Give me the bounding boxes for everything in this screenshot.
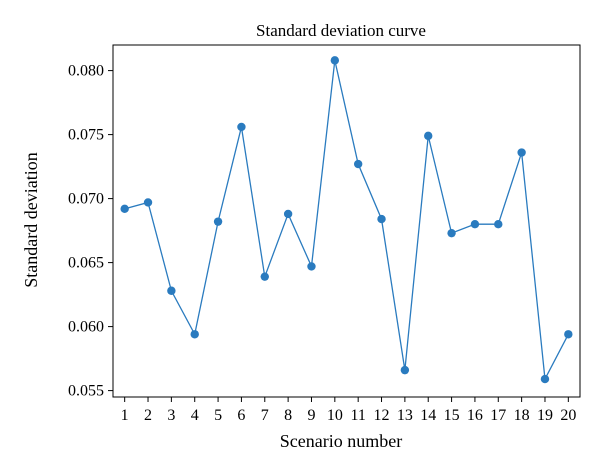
x-tick-label: 12 [374, 407, 390, 424]
y-tick-label: 0.080 [68, 63, 104, 80]
x-tick-label: 17 [490, 407, 506, 424]
data-point [213, 217, 223, 226]
x-tick-label: 4 [191, 407, 199, 424]
y-tick-label: 0.060 [68, 319, 104, 336]
data-point [540, 374, 550, 384]
data-point [237, 122, 246, 132]
data-point [330, 56, 340, 65]
y-tick-label: 0.065 [68, 255, 104, 272]
x-tick-label: 11 [350, 407, 365, 424]
x-tick-label: 7 [261, 407, 269, 424]
data-point [564, 330, 573, 339]
data-point [190, 330, 199, 339]
data-point [470, 220, 480, 229]
x-tick-label: 3 [167, 407, 175, 424]
x-tick-label: 18 [514, 407, 530, 424]
x-tick-label: 10 [327, 407, 343, 424]
x-tick-label: 6 [237, 407, 245, 424]
data-point [120, 204, 129, 214]
chart-title: Standard deviation curve [256, 21, 426, 40]
x-tick-label: 9 [307, 407, 315, 424]
data-point [400, 365, 410, 375]
series-line [124, 60, 569, 382]
x-tick-label: 15 [444, 407, 460, 424]
y-axis-label: Standard deviation [21, 152, 41, 287]
data-point [307, 262, 316, 271]
x-tick-label: 14 [420, 407, 436, 424]
data-point [283, 209, 293, 219]
x-tick-label: 20 [560, 407, 576, 424]
data-point [517, 148, 526, 157]
data-point [260, 272, 269, 281]
data-point [494, 220, 503, 229]
plot-frame [112, 44, 581, 398]
x-tick-label: 16 [467, 407, 483, 424]
x-tick-label: 19 [537, 407, 553, 424]
data-point [424, 131, 433, 141]
data-point [377, 214, 386, 224]
x-tick-label: 8 [284, 407, 292, 424]
data-point [167, 286, 176, 295]
y-tick-label: 0.075 [68, 127, 104, 144]
data-point [447, 228, 456, 238]
y-tick-label: 0.070 [68, 191, 104, 208]
x-tick-label: 13 [397, 407, 413, 424]
y-tick-label: 0.055 [68, 383, 104, 400]
x-axis-label: Scenario number [280, 431, 402, 451]
data-point [143, 198, 153, 207]
data-point [353, 159, 363, 169]
x-tick-label: 2 [144, 407, 152, 424]
x-tick-label: 1 [121, 407, 129, 424]
x-tick-label: 5 [214, 407, 222, 424]
